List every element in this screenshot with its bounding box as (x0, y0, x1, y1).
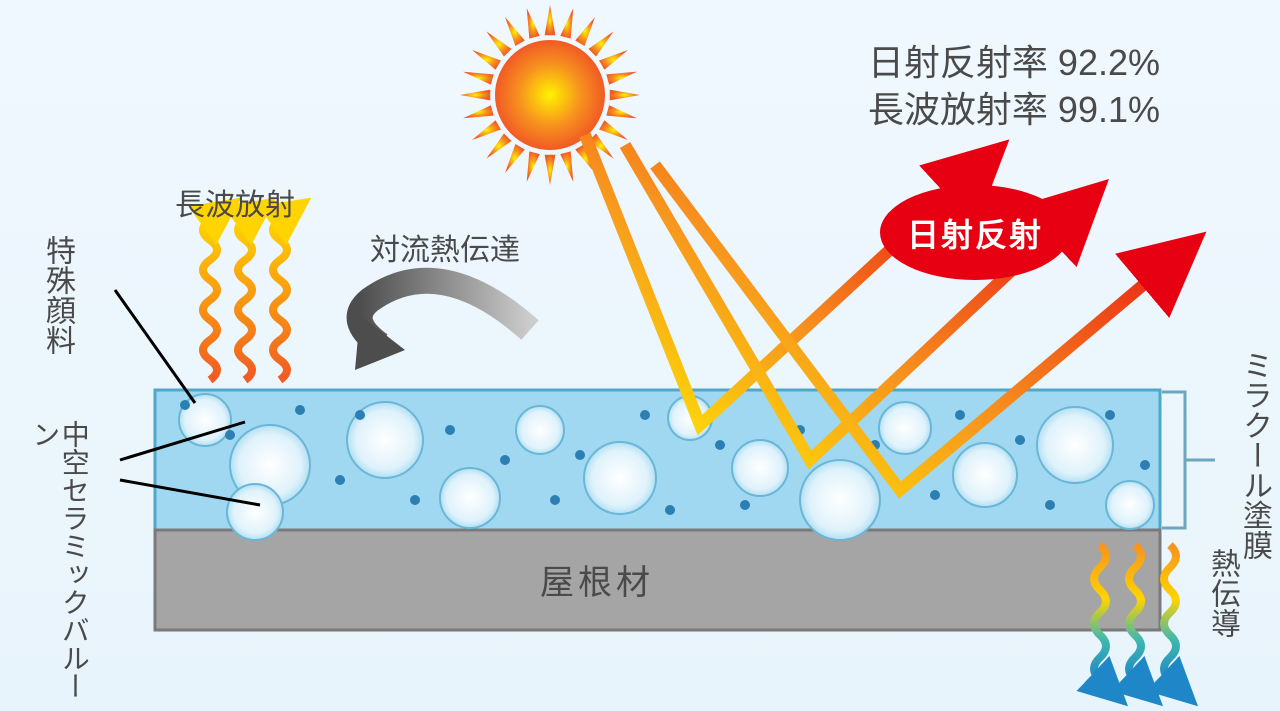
roof-layer (155, 530, 1160, 630)
roof-label: 屋根材 (540, 555, 654, 604)
stats-block: 日射反射率 92.2% 長波放射率 99.1% (868, 40, 1160, 134)
pigment-label: 特殊顔料 (35, 235, 79, 355)
convection-arrow (355, 281, 530, 370)
longwave-label: 長波放射 (175, 180, 295, 224)
convection-label: 対流熱伝達 (370, 225, 520, 269)
ceramic-label: 中空セラミックバルーン (30, 420, 89, 711)
coating-label: ミラクール塗膜 (1232, 350, 1276, 560)
reflection-badge: 日射反射 (880, 185, 1070, 280)
stat2-label: 長波放射率 (868, 89, 1048, 130)
stat2-value: 99.1% (1058, 89, 1160, 130)
stat1-value: 92.2% (1058, 42, 1160, 83)
stat1-label: 日射反射率 (868, 42, 1048, 83)
sun-icon (460, 5, 640, 185)
coating-bracket (1162, 392, 1215, 528)
conduction-label: 熱伝導 (1200, 548, 1244, 638)
longwave-arrows (203, 220, 287, 380)
badge-text: 日射反射 (907, 210, 1043, 256)
